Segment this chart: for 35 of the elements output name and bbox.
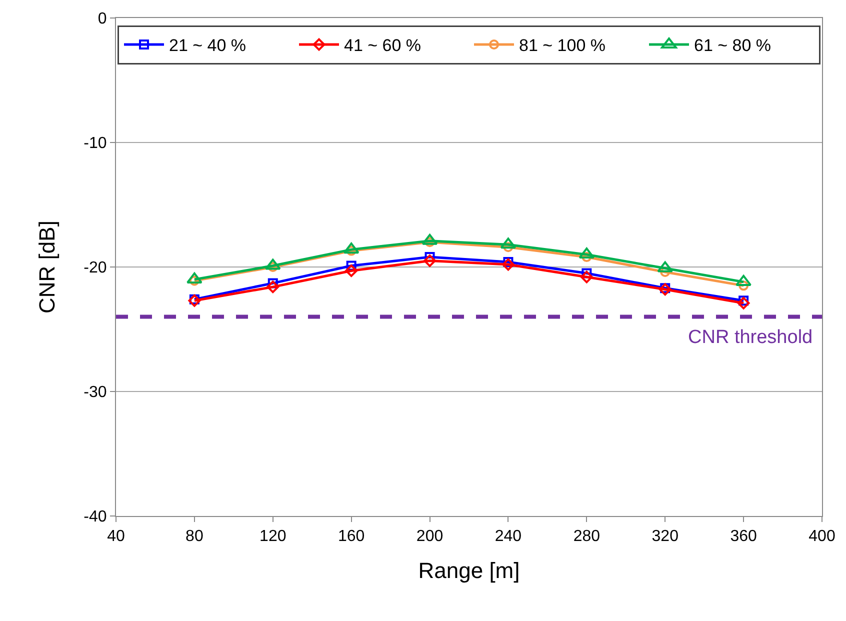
x-tick-label: 40 bbox=[107, 528, 125, 546]
x-tick-label: 240 bbox=[494, 528, 522, 546]
y-tick-label: -20 bbox=[84, 260, 107, 277]
legend-label: 21 ~ 40 % bbox=[169, 36, 246, 56]
point bbox=[658, 283, 672, 296]
ref-line-label: CNR threshold bbox=[688, 327, 813, 348]
point bbox=[502, 258, 514, 271]
point bbox=[660, 283, 670, 294]
point bbox=[580, 270, 593, 284]
x-tick-label: 360 bbox=[730, 528, 758, 546]
legend-label: 41 ~ 60 % bbox=[344, 36, 422, 56]
point bbox=[345, 264, 358, 277]
point bbox=[266, 280, 280, 294]
y-tick-label: 0 bbox=[98, 10, 107, 28]
x-tick-label: 200 bbox=[416, 528, 444, 546]
y-tick-label: -30 bbox=[84, 384, 107, 402]
x-tick-label: 80 bbox=[186, 528, 204, 546]
legend-label: 81 ~ 100 % bbox=[519, 36, 606, 56]
x-axis-title: Range [m] bbox=[418, 558, 520, 584]
y-tick-label: -40 bbox=[84, 508, 107, 526]
point bbox=[738, 280, 749, 291]
y-tick-label: -10 bbox=[84, 135, 107, 152]
point bbox=[738, 296, 749, 306]
point bbox=[737, 296, 750, 310]
y-axis-title: CNR [dB] bbox=[34, 220, 60, 314]
legend-label: 61 ~ 80 % bbox=[694, 36, 772, 56]
point bbox=[346, 260, 356, 271]
x-tick-label: 400 bbox=[808, 528, 836, 546]
x-tick-label: 120 bbox=[260, 528, 286, 546]
point bbox=[424, 254, 436, 267]
point bbox=[188, 294, 201, 307]
x-tick-label: 320 bbox=[652, 528, 679, 546]
point bbox=[189, 294, 200, 304]
x-tick-label: 280 bbox=[573, 528, 600, 546]
x-tick-label: 160 bbox=[338, 528, 365, 546]
